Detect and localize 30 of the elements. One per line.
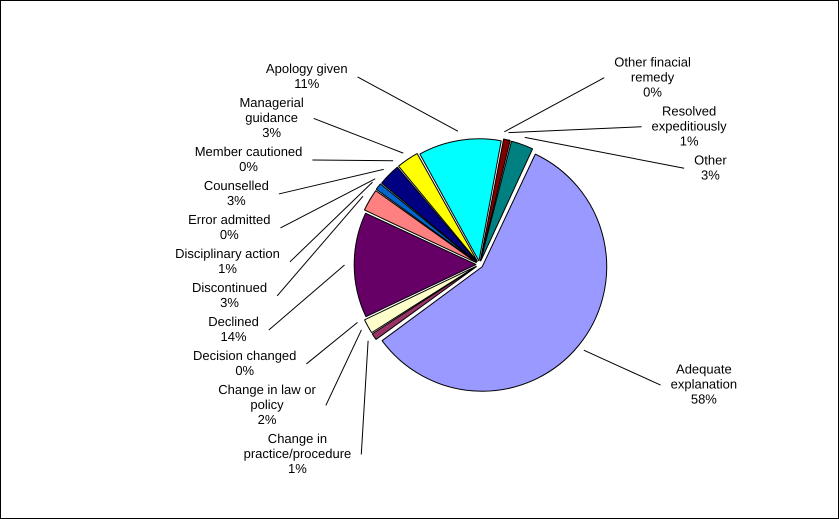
category-label: Decision changed <box>193 348 296 364</box>
data-label: 58% <box>690 392 718 407</box>
data-label: 1% <box>680 133 699 148</box>
category-label: Error admitted <box>188 212 270 228</box>
slice-label: Managerial guidance <box>239 95 304 126</box>
text: 0% <box>235 363 254 378</box>
text: 0% <box>220 227 239 242</box>
data-label: 11% <box>294 76 320 92</box>
slice-label: Resolved expeditiously <box>652 103 728 134</box>
data-label: 14% <box>220 329 247 344</box>
category-label: Member cautioned <box>194 144 302 160</box>
slice-label: Adequate explanation <box>670 362 738 392</box>
data-label: 1% <box>288 461 308 476</box>
data-label: 3% <box>226 193 246 208</box>
data-label: 2% <box>258 412 277 428</box>
slice-label: Other <box>694 152 728 168</box>
slice-label: Disciplinary action <box>175 246 280 262</box>
text: 0% <box>239 159 258 174</box>
slice-label: Counselled <box>204 178 269 194</box>
text: 0% <box>643 84 662 100</box>
slice-label: Change in practice/procedure <box>244 431 352 462</box>
data-label: 3% <box>220 295 240 310</box>
slice-label: Discontinued <box>192 280 268 296</box>
slice-label: Apology given <box>266 61 348 76</box>
data-label: 3% <box>701 167 720 182</box>
slice-label: Change in law or policy <box>218 382 316 412</box>
slice-label: Declined <box>208 314 259 330</box>
data-label: 3% <box>262 125 282 140</box>
data-label: 1% <box>218 261 238 276</box>
category-label: Other finacial remedy <box>614 54 691 84</box>
